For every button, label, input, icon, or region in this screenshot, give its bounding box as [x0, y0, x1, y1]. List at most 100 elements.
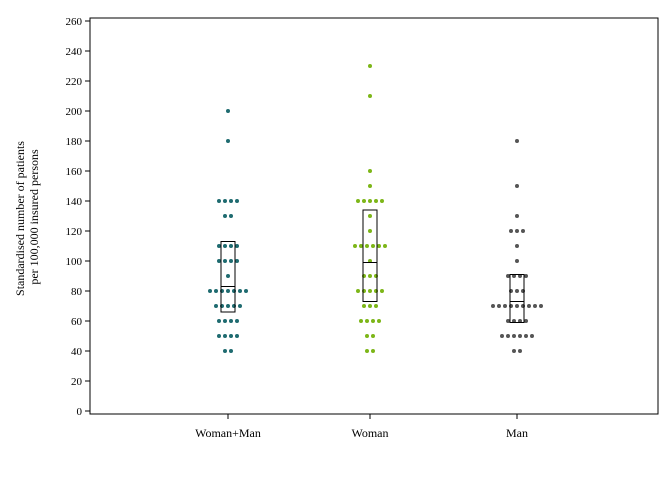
iqr-box [509, 274, 525, 323]
data-point [229, 199, 233, 203]
y-tick-label: 100 [66, 256, 83, 268]
data-point [383, 244, 387, 248]
data-point [368, 304, 372, 308]
x-tick-label: Woman+Man [195, 426, 261, 440]
data-point [368, 184, 372, 188]
data-point [377, 319, 381, 323]
data-point [533, 304, 537, 308]
data-point [515, 214, 519, 218]
y-tick-label: 40 [71, 346, 83, 358]
data-point [368, 94, 372, 98]
data-point [235, 244, 239, 248]
x-tick-label: Woman [351, 426, 388, 440]
data-point [229, 244, 233, 248]
data-point [518, 349, 522, 353]
data-point [368, 214, 372, 218]
data-point [353, 244, 357, 248]
plot-frame [89, 17, 659, 415]
data-point [512, 334, 516, 338]
data-point [506, 319, 510, 323]
data-point [371, 334, 375, 338]
data-point [359, 244, 363, 248]
data-point [238, 289, 242, 293]
data-point [515, 304, 519, 308]
data-point [497, 304, 501, 308]
y-tick-label: 140 [66, 196, 83, 208]
data-point [208, 289, 212, 293]
y-tick-label: 80 [71, 286, 83, 298]
data-point [226, 274, 230, 278]
data-point [368, 229, 372, 233]
y-tick-label: 60 [71, 316, 83, 328]
data-point [226, 139, 230, 143]
data-point [515, 184, 519, 188]
data-point [539, 304, 543, 308]
data-point [244, 289, 248, 293]
data-point [365, 319, 369, 323]
data-point [521, 229, 525, 233]
group-woman-man [208, 109, 248, 353]
data-point [359, 319, 363, 323]
data-point [515, 139, 519, 143]
data-point [229, 319, 233, 323]
data-point [380, 199, 384, 203]
data-point [506, 334, 510, 338]
data-point [512, 349, 516, 353]
iqr-box [220, 241, 236, 313]
data-point [214, 289, 218, 293]
data-point [217, 199, 221, 203]
data-point [362, 304, 366, 308]
x-axis: Woman+Man Woman Man [195, 414, 528, 440]
data-point [365, 244, 369, 248]
data-point [235, 199, 239, 203]
data-point [223, 244, 227, 248]
data-point [374, 304, 378, 308]
data-point [226, 109, 230, 113]
data-point [235, 319, 239, 323]
data-point [217, 259, 221, 263]
data-point [515, 259, 519, 263]
data-point [223, 349, 227, 353]
iqr-box [362, 209, 378, 302]
data-point [368, 169, 372, 173]
data-point [229, 334, 233, 338]
data-point [223, 334, 227, 338]
data-point [214, 304, 218, 308]
y-axis-title-line-2: per 100,000 insured persons [27, 149, 41, 285]
data-point [368, 64, 372, 68]
data-point [368, 289, 372, 293]
data-point [356, 289, 360, 293]
data-point [518, 334, 522, 338]
y-tick-label: 260 [66, 16, 83, 28]
data-point [368, 274, 372, 278]
data-point [371, 244, 375, 248]
y-axis: 0 20 40 60 80 100 120 140 160 180 200 220 240 260 [66, 16, 90, 418]
data-point [229, 259, 233, 263]
x-tick-label: Man [506, 426, 528, 440]
data-point [362, 199, 366, 203]
data-point [226, 289, 230, 293]
y-tick-label: 120 [66, 226, 83, 238]
data-point [235, 334, 239, 338]
data-point [229, 349, 233, 353]
y-tick-label: 240 [66, 46, 83, 58]
data-point [524, 334, 528, 338]
data-point [515, 229, 519, 233]
data-point [368, 199, 372, 203]
y-tick-label: 0 [77, 406, 83, 418]
data-point [515, 244, 519, 248]
data-point [226, 304, 230, 308]
data-point [365, 349, 369, 353]
data-point [515, 289, 519, 293]
data-point [235, 259, 239, 263]
y-tick-label: 160 [66, 166, 83, 178]
data-point [506, 274, 510, 278]
data-groups [208, 64, 543, 353]
y-tick-label: 200 [66, 106, 83, 118]
data-point [503, 304, 507, 308]
data-point [365, 334, 369, 338]
group-woman [353, 64, 387, 353]
data-point [509, 229, 513, 233]
data-point [356, 199, 360, 203]
